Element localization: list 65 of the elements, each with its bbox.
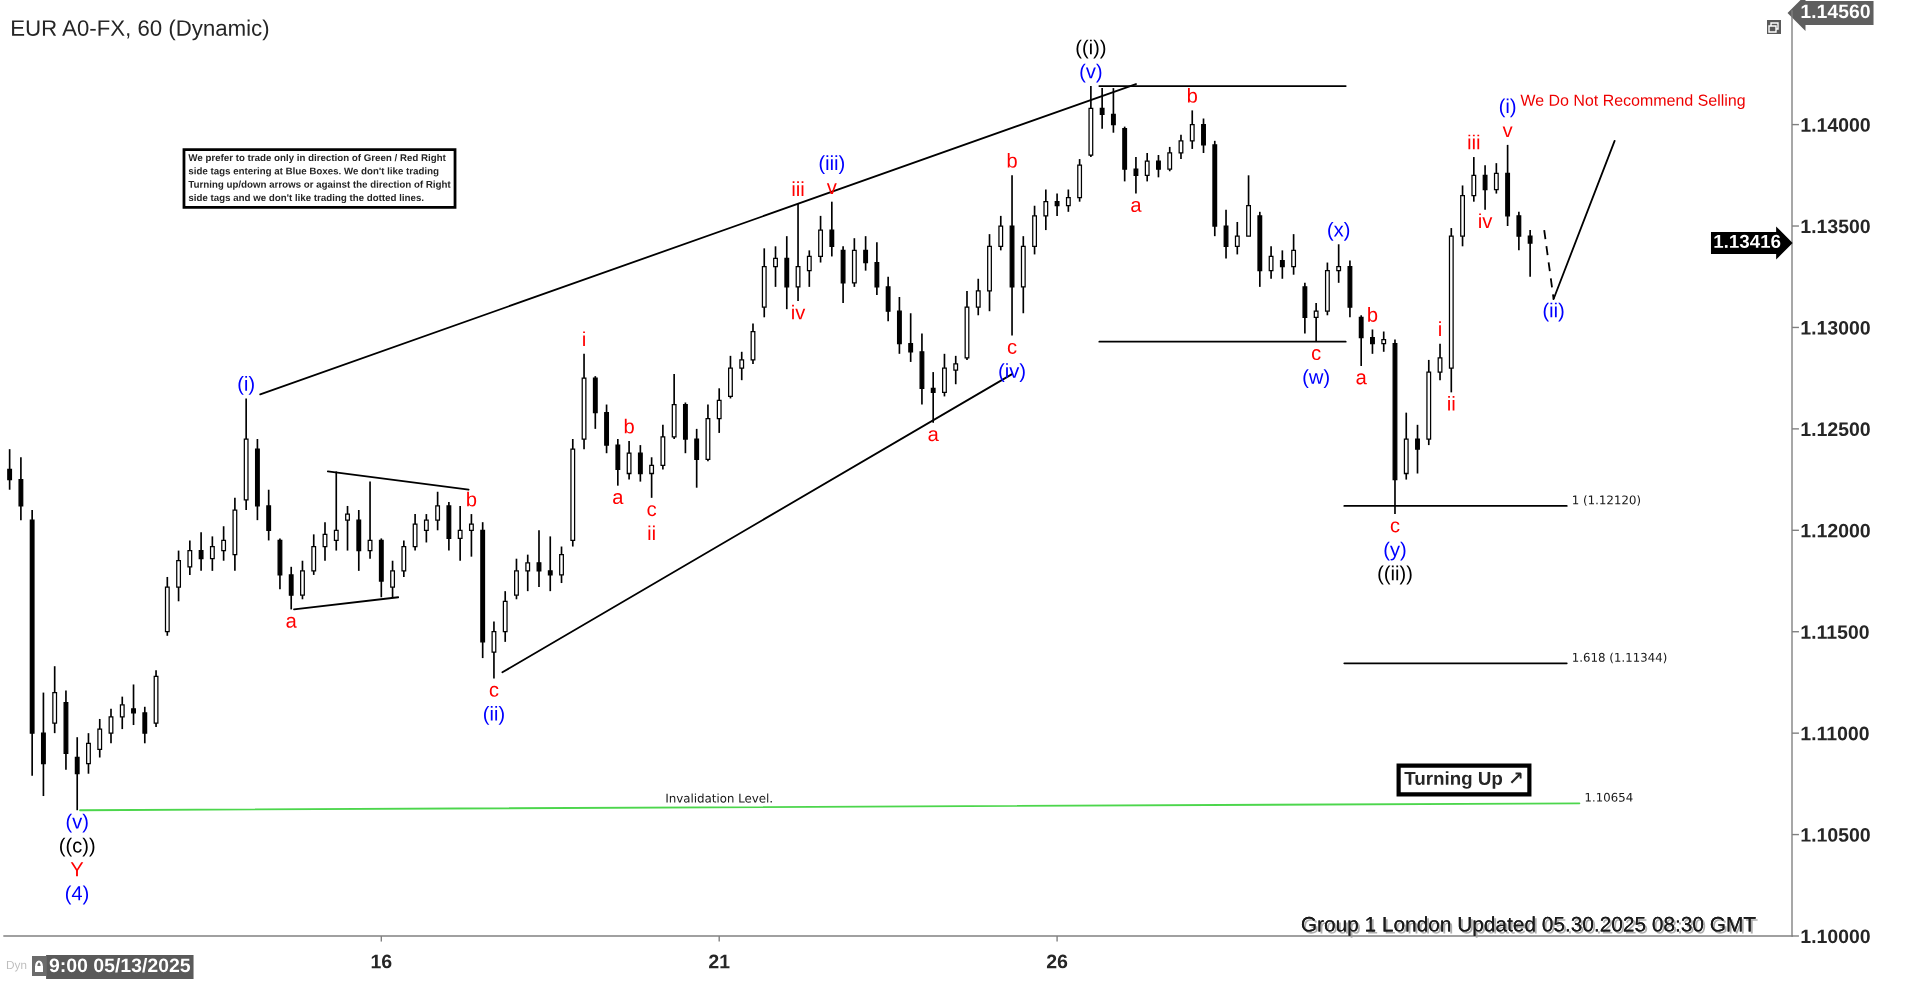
annotation: (ii) [1543,302,1564,322]
y-tick-label: 1.10000 [1801,929,1870,944]
annotation: (ii) [484,705,504,725]
text: Dyn [6,960,27,972]
y-tick-label: 1.14560 [1801,4,1870,19]
annotation: Group 1 London Updated 05.30.2025 08:30 GMT [1301,916,1758,938]
annotation: 1 (1.12120) [1573,495,1641,506]
annotation: v [1502,126,1513,138]
annotation: (i) [1499,98,1516,118]
annotation: ii [1448,395,1455,411]
y-tick-label: 1.10500 [1801,828,1870,842]
annotation: b [1187,88,1197,103]
annotation: iii [792,181,804,196]
annotation: (v) [66,813,88,833]
y-tick-label: 1.13500 [1801,219,1870,234]
annotation: c [489,685,499,697]
annotation: c [647,505,657,517]
annotation: (iii) [819,155,844,175]
annotation: a [1356,373,1367,385]
x-tick-label: 16 [371,954,392,969]
annotation: 1.618 (1.11344) [1573,652,1667,664]
y-tick-label: 1.12000 [1801,523,1870,538]
annotation: iii [1468,134,1480,150]
annotation: (4) [65,885,89,905]
annotation: ((ii)) [1378,565,1412,585]
annotation: ii [648,525,655,541]
annotation: (v) [1080,63,1102,83]
annotation: (x) [1328,221,1350,241]
annotation: c [1390,521,1400,533]
annotation: (y) [1384,541,1406,561]
annotation: i [1439,321,1441,336]
annotation: ((c)) [60,837,95,857]
annotation: a [928,430,939,442]
annotation: We prefer to trade only in direction of Green / Red Right side tags entering at Blue Boxes. We don't like trading Turning up/down arrows or against the direction of Right side tags and we don't like trading the dotted lines. [188,153,451,204]
annotation: Invalidation Level. [666,793,772,803]
annotation: b [467,491,477,507]
annotation: a [1131,200,1142,212]
annotation: 1.13416 [1714,234,1781,249]
x-tick-label: 21 [709,954,730,969]
y-tick-label: 1.13000 [1801,320,1870,335]
annotation: (i) [238,376,254,395]
annotation: 1.10654 [1585,792,1633,802]
annotation: a [613,493,624,505]
annotation: c [1007,342,1017,354]
y-tick-label: 1.12500 [1801,422,1870,437]
annotation: Y [70,862,84,877]
annotation: i [583,331,585,347]
annotation: iv [1479,213,1493,228]
annotation: iv [792,304,806,320]
text: 9:00 05/13/2025 [49,957,191,973]
y-tick-label: 1.11000 [1801,726,1869,741]
y-tick-label: 1.14000 [1801,118,1870,132]
annotation: c [1311,349,1321,361]
annotation: a [286,616,297,628]
annotation: (w) [1303,369,1329,389]
y-tick-label: 1.11500 [1801,625,1869,639]
annotation: b [1007,152,1017,168]
annotation: Turning Up ↗ [1404,771,1522,789]
annotation: (iv) [999,363,1025,382]
x-tick-label: 26 [1046,954,1068,969]
annotation: ((i)) [1076,39,1106,59]
annotation: b [624,418,634,434]
annotation: b [1368,307,1378,322]
annotation: We Do Not Recommend Selling [1520,94,1745,110]
chart-title: EUR A0-FX, 60 (Dynamic) [12,19,269,41]
